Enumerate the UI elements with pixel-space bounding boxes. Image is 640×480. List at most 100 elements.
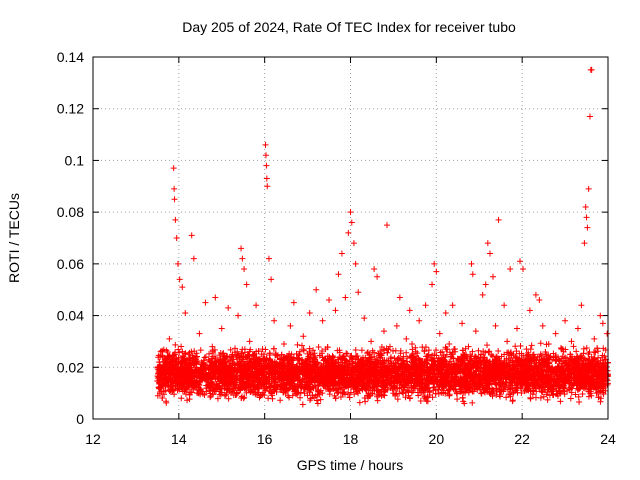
- band-point: [447, 378, 454, 385]
- axis-ticks: 12 14 16 18 20 22 2400.020.040.060.080.10.120.…: [57, 49, 616, 447]
- band-point: [216, 352, 223, 359]
- band-point: [246, 378, 253, 385]
- band-point: [339, 390, 346, 397]
- band-point: [199, 388, 206, 395]
- band-point: [374, 393, 381, 400]
- band-point: [188, 348, 195, 355]
- band-point: [434, 386, 441, 393]
- band-point: [583, 345, 590, 352]
- y-tick-label: 0.02: [57, 359, 84, 375]
- band-point: [286, 350, 293, 357]
- data-marks: [154, 66, 611, 408]
- band-point: [277, 356, 284, 363]
- band-point: [289, 392, 296, 399]
- band-point: [454, 390, 461, 397]
- band-point: [397, 350, 404, 357]
- band-point: [301, 390, 308, 397]
- band-point: [183, 356, 190, 363]
- dense-band: [154, 340, 611, 408]
- band-point: [440, 390, 447, 397]
- x-tick-label: 12: [85, 431, 101, 447]
- band-point: [422, 344, 429, 351]
- band-point: [485, 348, 492, 355]
- band-point: [294, 357, 301, 364]
- band-point: [537, 340, 544, 347]
- band-point: [423, 360, 430, 367]
- x-tick-label: 18: [343, 431, 359, 447]
- band-point: [533, 388, 540, 395]
- band-point: [227, 346, 234, 353]
- band-point: [211, 346, 218, 353]
- band-point: [597, 398, 604, 405]
- band-point: [241, 361, 248, 368]
- band-point: [315, 344, 322, 351]
- band-point: [307, 351, 314, 358]
- band-point: [226, 363, 233, 370]
- band-point: [194, 387, 201, 394]
- band-point: [527, 395, 534, 402]
- band-point: [374, 397, 381, 404]
- band-point: [352, 346, 359, 353]
- band-point: [478, 390, 485, 397]
- band-point: [371, 349, 378, 356]
- band-point: [517, 342, 524, 349]
- band-point: [506, 351, 513, 358]
- band-point: [225, 358, 232, 365]
- band-point: [337, 386, 344, 393]
- band-point: [178, 395, 185, 402]
- band-point: [470, 388, 477, 395]
- band-point: [236, 385, 243, 392]
- band-point: [312, 385, 319, 392]
- band-point: [277, 397, 284, 404]
- band-point: [184, 397, 191, 404]
- x-tick-label: 22: [514, 431, 530, 447]
- band-point: [217, 362, 224, 369]
- band-point: [555, 357, 562, 364]
- y-tick-label: 0.12: [57, 101, 84, 117]
- band-point: [317, 396, 324, 403]
- x-tick-label: 14: [171, 431, 187, 447]
- band-point: [233, 352, 240, 359]
- band-point: [400, 353, 407, 360]
- band-point: [573, 348, 580, 355]
- band-point: [503, 394, 510, 401]
- band-point: [514, 384, 521, 391]
- chart-title: Day 205 of 2024, Rate Of TEC Index for r…: [182, 19, 516, 35]
- band-point: [378, 344, 385, 351]
- band-point: [595, 393, 602, 400]
- band-point: [344, 350, 351, 357]
- band-point: [433, 347, 440, 354]
- y-tick-label: 0.14: [57, 49, 84, 65]
- band-point: [333, 386, 340, 393]
- band-point: [495, 348, 502, 355]
- band-point: [421, 347, 428, 354]
- band-point: [417, 398, 424, 405]
- band-point: [414, 350, 421, 357]
- band-point: [214, 395, 221, 402]
- band-point: [272, 350, 279, 357]
- band-point: [417, 389, 424, 396]
- band-point: [507, 357, 514, 364]
- y-tick-label: 0.04: [57, 308, 84, 324]
- band-point: [484, 342, 491, 349]
- band-point: [512, 343, 519, 350]
- band-point: [317, 364, 324, 371]
- band-point: [276, 370, 283, 377]
- band-point: [513, 348, 520, 355]
- band-point: [210, 349, 217, 356]
- band-point: [424, 398, 431, 405]
- band-point: [163, 398, 170, 405]
- x-tick-label: 16: [257, 431, 273, 447]
- x-tick-label: 24: [600, 431, 616, 447]
- band-point: [265, 395, 272, 402]
- band-point: [537, 394, 544, 401]
- band-point: [410, 387, 417, 394]
- band-point: [258, 351, 265, 358]
- band-point: [168, 383, 175, 390]
- band-point: [219, 350, 226, 357]
- band-point: [307, 397, 314, 404]
- band-point: [572, 391, 579, 398]
- band-point: [356, 399, 363, 406]
- band-point: [216, 391, 223, 398]
